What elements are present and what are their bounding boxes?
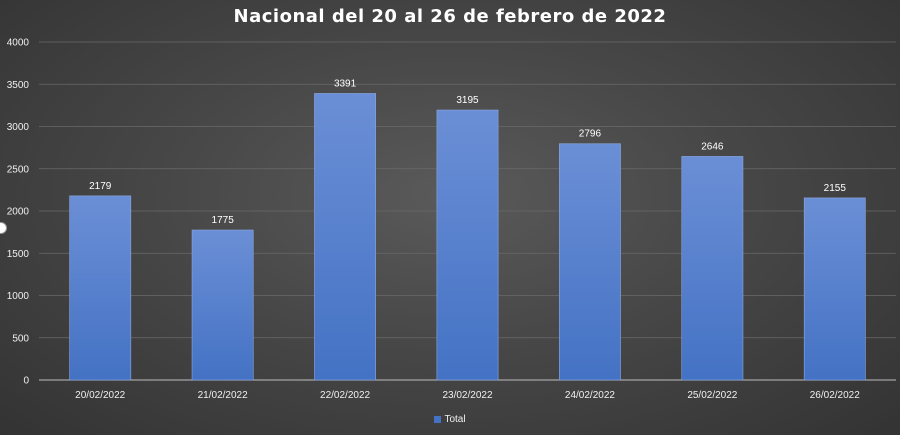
y-tick-label: 2500 bbox=[7, 164, 30, 175]
data-label: 2796 bbox=[579, 129, 602, 140]
x-tick-label: 20/02/2022 bbox=[75, 390, 125, 401]
x-tick-label: 21/02/2022 bbox=[198, 390, 248, 401]
x-tick-label: 24/02/2022 bbox=[565, 390, 615, 401]
y-tick-label: 4000 bbox=[7, 38, 30, 49]
bar[interactable] bbox=[314, 93, 376, 381]
y-tick-label: 3500 bbox=[7, 80, 30, 91]
y-tick-label: 500 bbox=[12, 333, 29, 344]
y-tick-label: 3000 bbox=[7, 122, 30, 133]
legend[interactable]: Total bbox=[0, 414, 900, 425]
bar[interactable] bbox=[803, 197, 866, 381]
bar[interactable] bbox=[191, 229, 254, 381]
x-axis-ticks: 20/02/2022 21/02/2022 22/02/2022 23/02/2022… bbox=[75, 390, 860, 401]
x-tick-label: 25/02/2022 bbox=[687, 390, 737, 401]
y-tick-label: 1000 bbox=[7, 291, 30, 302]
bar[interactable] bbox=[69, 195, 132, 381]
legend-swatch bbox=[434, 416, 442, 423]
bar[interactable] bbox=[559, 143, 621, 381]
data-label: 2179 bbox=[89, 181, 112, 192]
y-tick-label: 0 bbox=[23, 376, 29, 387]
legend-label: Total bbox=[444, 414, 466, 425]
data-label: 2646 bbox=[701, 141, 724, 152]
data-label: 1775 bbox=[212, 215, 235, 226]
bar[interactable] bbox=[681, 156, 744, 381]
data-labels: 2179 1775 3391 3195 2796 2646 2155 bbox=[89, 78, 846, 226]
chart-title: Nacional del 20 al 26 de febrero de 2022 bbox=[233, 6, 667, 27]
data-label: 3195 bbox=[456, 95, 479, 106]
y-tick-label: 1500 bbox=[7, 249, 30, 260]
x-tick-label: 23/02/2022 bbox=[442, 390, 492, 401]
bars bbox=[69, 93, 866, 381]
x-tick-label: 26/02/2022 bbox=[810, 390, 860, 401]
data-label: 2155 bbox=[824, 183, 847, 194]
y-axis-ticks: 0 500 1000 1500 2000 2500 3000 3500 4000 bbox=[7, 38, 30, 387]
data-label: 3391 bbox=[334, 78, 357, 89]
bar[interactable] bbox=[436, 109, 499, 381]
y-tick-label: 2000 bbox=[7, 207, 30, 218]
x-tick-label: 22/02/2022 bbox=[320, 390, 370, 401]
